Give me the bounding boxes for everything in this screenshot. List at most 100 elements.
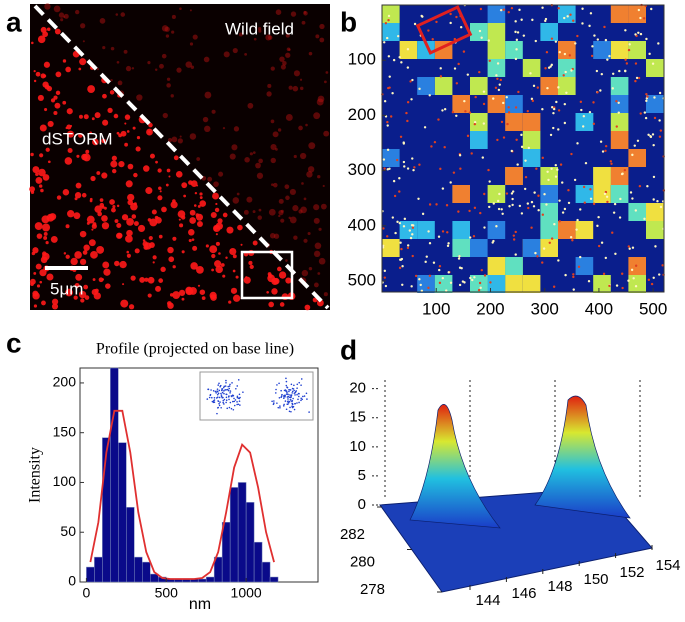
spot bbox=[270, 66, 275, 71]
spot bbox=[101, 172, 108, 179]
localization bbox=[497, 207, 501, 211]
spot bbox=[87, 85, 96, 93]
localization bbox=[507, 106, 510, 109]
spot bbox=[155, 285, 162, 292]
heat-cell bbox=[452, 185, 470, 203]
localization bbox=[410, 285, 413, 288]
localization bbox=[386, 36, 389, 40]
inset-dot bbox=[225, 379, 227, 382]
spot bbox=[152, 261, 155, 264]
inset-dot bbox=[288, 400, 291, 403]
localization bbox=[510, 149, 513, 153]
localization bbox=[561, 211, 565, 214]
inset-dot bbox=[298, 381, 301, 384]
localization bbox=[563, 207, 567, 211]
localization bbox=[542, 247, 546, 250]
spot bbox=[81, 192, 87, 198]
spot bbox=[35, 71, 41, 77]
spot bbox=[46, 273, 54, 281]
localization bbox=[401, 265, 404, 268]
localization bbox=[518, 8, 521, 12]
localization bbox=[394, 231, 397, 235]
localization bbox=[557, 128, 560, 131]
localization bbox=[483, 226, 486, 229]
inset-dot bbox=[223, 392, 225, 395]
localization bbox=[642, 17, 646, 20]
heat-cell bbox=[610, 185, 629, 203]
spot bbox=[215, 265, 223, 274]
spot bbox=[178, 289, 186, 297]
bar bbox=[118, 442, 127, 583]
spot bbox=[41, 300, 46, 306]
inset-dot bbox=[213, 396, 216, 399]
inset-dot bbox=[220, 395, 223, 398]
heat-cell bbox=[487, 23, 506, 41]
spot bbox=[157, 168, 162, 173]
localization bbox=[613, 202, 617, 206]
spot bbox=[267, 35, 273, 40]
localization bbox=[469, 276, 472, 280]
localization bbox=[636, 139, 640, 142]
spot bbox=[74, 282, 80, 289]
inset-dot bbox=[236, 396, 239, 399]
localization bbox=[632, 277, 635, 280]
localization bbox=[644, 116, 648, 120]
spot bbox=[91, 117, 95, 121]
inset-dot bbox=[296, 387, 298, 389]
spot bbox=[126, 130, 130, 133]
inset-dot bbox=[290, 396, 292, 399]
spot bbox=[116, 131, 120, 135]
inset-dot bbox=[233, 404, 236, 407]
inset-dot bbox=[219, 385, 221, 388]
spot bbox=[148, 122, 153, 128]
heat-cell bbox=[470, 77, 488, 95]
localization bbox=[479, 7, 483, 11]
spot bbox=[43, 236, 48, 240]
inset-dot bbox=[278, 382, 280, 385]
localization bbox=[392, 58, 396, 62]
localization bbox=[488, 59, 491, 62]
inset-dot bbox=[273, 400, 275, 402]
bar bbox=[86, 566, 95, 583]
spot bbox=[196, 184, 199, 187]
spot bbox=[181, 182, 188, 189]
localization bbox=[596, 38, 600, 41]
localization bbox=[621, 286, 624, 290]
spot bbox=[312, 297, 318, 303]
localization bbox=[479, 286, 482, 290]
spot bbox=[67, 147, 73, 154]
x-tick-label: 148 bbox=[547, 578, 572, 595]
localization bbox=[515, 48, 518, 51]
heat-cell bbox=[540, 185, 558, 203]
spot bbox=[210, 211, 217, 219]
spot bbox=[101, 205, 105, 209]
spot bbox=[170, 94, 174, 98]
spot bbox=[159, 190, 162, 193]
localization bbox=[647, 133, 650, 136]
localization bbox=[541, 6, 544, 9]
heat-cell bbox=[593, 185, 611, 203]
spot bbox=[175, 171, 183, 178]
spot bbox=[55, 90, 61, 96]
inset-dot bbox=[218, 396, 221, 399]
localization bbox=[526, 202, 530, 205]
localization bbox=[468, 209, 471, 213]
localization bbox=[583, 201, 586, 204]
localization bbox=[567, 189, 570, 192]
localization bbox=[496, 199, 500, 203]
spot bbox=[217, 218, 223, 224]
spot bbox=[101, 215, 108, 222]
spot bbox=[257, 27, 262, 31]
localization bbox=[599, 89, 602, 92]
spot bbox=[45, 241, 49, 245]
localization bbox=[606, 200, 609, 204]
localization bbox=[479, 211, 482, 215]
spot bbox=[181, 215, 186, 220]
localization bbox=[455, 15, 458, 19]
roi-box bbox=[240, 250, 294, 300]
spot bbox=[36, 284, 41, 288]
heat-cell bbox=[487, 95, 506, 113]
spot bbox=[63, 16, 66, 19]
localization bbox=[398, 177, 401, 180]
spot bbox=[189, 209, 196, 216]
